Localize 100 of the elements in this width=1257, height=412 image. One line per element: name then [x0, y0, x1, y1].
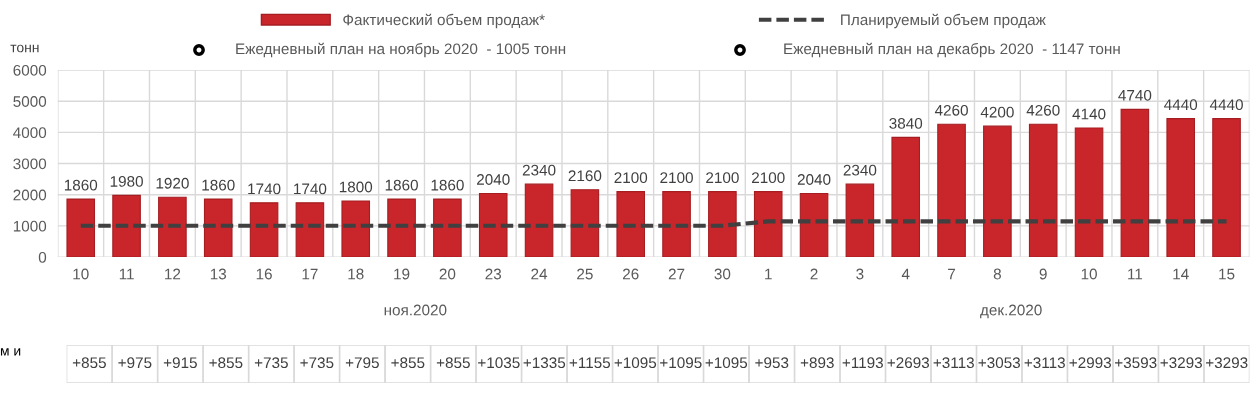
bar [387, 198, 416, 258]
data-label: 2100 [614, 172, 648, 184]
data-label: 2340 [522, 164, 556, 176]
bar [1074, 127, 1104, 258]
bar [616, 191, 646, 258]
data-label: 2040 [797, 174, 831, 185]
x-tick-label: 10 [73, 268, 89, 280]
text: +3053 [978, 357, 1021, 369]
bar [1028, 123, 1058, 258]
bar [433, 198, 462, 258]
x-tick-label: 16 [256, 268, 272, 280]
text: дек.2020 [980, 304, 1042, 319]
x-tick-label: 15 [1219, 268, 1235, 280]
bar [341, 200, 371, 258]
bar [799, 192, 829, 258]
text: Ежедневный план на ноябрь 2020 - 1005 тонн [236, 42, 566, 58]
data-label: 1980 [110, 175, 143, 187]
y-tick-label: 5000 [13, 96, 47, 107]
data-label: 2340 [843, 164, 877, 176]
x-tick-label: 20 [439, 268, 456, 280]
y-tick-label: 4000 [13, 127, 47, 139]
data-label: 1860 [64, 179, 98, 191]
data-label: 2100 [660, 172, 693, 184]
x-tick-label: 11 [1128, 268, 1143, 280]
data-label: 1860 [202, 179, 235, 191]
text: +1155 [569, 357, 611, 369]
y-tick-label: 2000 [13, 189, 47, 201]
data-label: 1800 [339, 181, 373, 193]
data-label: 4440 [1164, 99, 1198, 111]
text: +893 [800, 357, 834, 369]
data-label: 1860 [431, 179, 464, 191]
text: +855 [72, 357, 106, 369]
bar [570, 189, 600, 258]
data-label: 2040 [477, 174, 510, 185]
text: +1095 [614, 357, 657, 369]
bar [891, 136, 921, 258]
text: +3593 [1115, 357, 1157, 369]
x-tick-label: 14 [1173, 268, 1189, 280]
y-tick-label: 6000 [13, 64, 47, 76]
x-tick-label: 25 [577, 268, 593, 280]
data-label: 1920 [156, 177, 189, 189]
data-label: 4260 [1026, 104, 1060, 116]
x-tick-label: 24 [531, 268, 548, 280]
data-label: 1860 [385, 179, 418, 191]
y-tick-label: 0 [38, 251, 47, 263]
data-label: 4260 [934, 104, 968, 116]
x-tick-label: 3 [856, 268, 864, 280]
x-tick-label: 8 [993, 268, 1001, 280]
bar [1120, 108, 1150, 258]
data-label: 1740 [248, 183, 281, 195]
data-label: 2100 [706, 172, 739, 184]
bar [1212, 118, 1241, 258]
bar [112, 194, 141, 258]
x-tick-label: 1 [765, 268, 772, 280]
data-label: 4440 [1209, 99, 1243, 111]
legend-label: Фактический объем продаж* [343, 13, 545, 29]
bar [1166, 118, 1196, 258]
x-tick-label: 18 [348, 268, 364, 280]
bar [753, 191, 783, 258]
text: +3293 [1160, 357, 1202, 369]
bar [478, 192, 508, 258]
x-tick-label: 9 [1039, 268, 1047, 280]
bar [66, 198, 96, 258]
text: +735 [254, 357, 288, 369]
text: +1035 [478, 357, 520, 369]
bar [845, 183, 875, 258]
y-axis-title: тонн [10, 44, 39, 53]
y-tick-label: 1000 [13, 220, 47, 232]
data-label: 2160 [568, 170, 602, 182]
x-tick-label: 27 [668, 268, 685, 280]
text: +953 [755, 357, 789, 369]
x-tick-label: 11 [119, 268, 134, 280]
text: +3113 [933, 357, 974, 369]
bar [708, 191, 737, 258]
text: +795 [345, 357, 379, 369]
x-tick-label: 13 [210, 268, 227, 280]
text: ноя.2020 [384, 304, 447, 316]
x-tick-label: 12 [165, 268, 181, 280]
bar [662, 191, 691, 258]
text: +1095 [705, 357, 748, 369]
x-tick-label: 10 [1081, 268, 1097, 280]
bar [983, 125, 1012, 258]
legend-label: Планируемый объем продаж [841, 13, 1046, 29]
x-tick-label: 7 [948, 268, 956, 280]
text: +2693 [887, 357, 930, 369]
data-label: 4140 [1072, 108, 1106, 120]
data-label: 3840 [889, 117, 923, 129]
bar [203, 198, 233, 258]
data-label: 4740 [1118, 89, 1152, 101]
bar [524, 183, 554, 258]
bar [937, 123, 966, 258]
text: +1335 [523, 357, 566, 369]
x-tick-label: 30 [714, 268, 731, 280]
text: +3113 [1024, 357, 1065, 369]
bar [158, 196, 187, 258]
text: +2993 [1069, 357, 1112, 369]
x-tick-label: 4 [901, 268, 910, 280]
text: +855 [209, 357, 243, 369]
text: +1193 [842, 357, 883, 369]
text: +735 [300, 357, 334, 369]
